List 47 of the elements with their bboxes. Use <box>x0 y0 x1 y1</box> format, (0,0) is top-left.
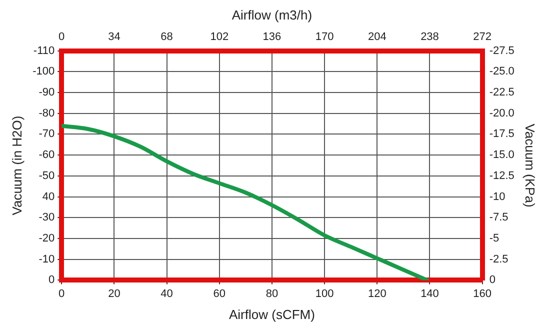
x2-tick-label: 68 <box>160 31 173 44</box>
x-tick-label: 40 <box>160 288 173 300</box>
y-tick-label: -30 <box>38 212 55 224</box>
y2-axis-title: Vacuum (KPa) <box>522 124 538 208</box>
y-tick-label: -20 <box>38 232 55 245</box>
y-tick-label: -60 <box>38 149 55 162</box>
y2-tick-label: -7.5 <box>489 212 508 224</box>
y2-tick-label: -25.0 <box>489 66 514 78</box>
x2-tick-label: 102 <box>210 31 229 44</box>
x2-tick-label: 238 <box>420 31 439 44</box>
y2-tick-label: -2.5 <box>489 253 508 266</box>
x2-tick-label: 272 <box>473 31 492 44</box>
y2-tick-label: -17.5 <box>489 128 514 140</box>
y-axis-title: Vacuum (in H2O) <box>9 116 24 216</box>
x-tick-label: 120 <box>368 288 386 300</box>
y2-tick-label: -20.0 <box>489 107 514 120</box>
y-tick-label: 0 <box>48 274 55 286</box>
x-tick-label: 60 <box>213 288 226 300</box>
y2-tick-label: -27.5 <box>489 44 514 57</box>
x2-tick-label: 34 <box>108 31 120 44</box>
y2-tick-label: -5 <box>489 232 500 245</box>
y-tick-label: -110 <box>33 44 55 57</box>
x-tick-label: 80 <box>266 288 278 300</box>
x-axis-title: Airflow (sCFM) <box>229 306 315 322</box>
y-tick-label: -80 <box>38 107 55 120</box>
y-tick-label: 40 <box>42 190 55 203</box>
y2-tick-label: -22.5 <box>489 86 514 99</box>
y-tick-label: -100 <box>32 66 55 78</box>
y2-tick-label: 0 <box>489 274 496 286</box>
y2-tick-label: -12.5 <box>489 170 514 182</box>
y-tick-label: -90 <box>38 86 55 99</box>
x2-tick-label: 0 <box>58 31 65 44</box>
x2-tick-label: 136 <box>262 31 282 44</box>
y-tick-label: -50 <box>38 170 55 182</box>
x2-tick-label: 170 <box>315 31 334 44</box>
x2-axis-title: Airflow (m3/h) <box>232 7 312 22</box>
x-tick-label: 140 <box>420 288 439 300</box>
x-tick-label: 160 <box>473 288 492 300</box>
x-tick-label: 0 <box>58 288 65 300</box>
y2-tick-label: -15.0 <box>489 149 514 162</box>
x-tick-label: 100 <box>315 288 334 300</box>
x2-tick-label: 204 <box>368 31 386 44</box>
y2-tick-label: -10 <box>489 190 506 203</box>
y-tick-label: -70 <box>38 128 55 140</box>
x-tick-label: 20 <box>108 288 120 300</box>
y-tick-label: -10 <box>38 253 55 266</box>
line-series <box>62 124 430 280</box>
